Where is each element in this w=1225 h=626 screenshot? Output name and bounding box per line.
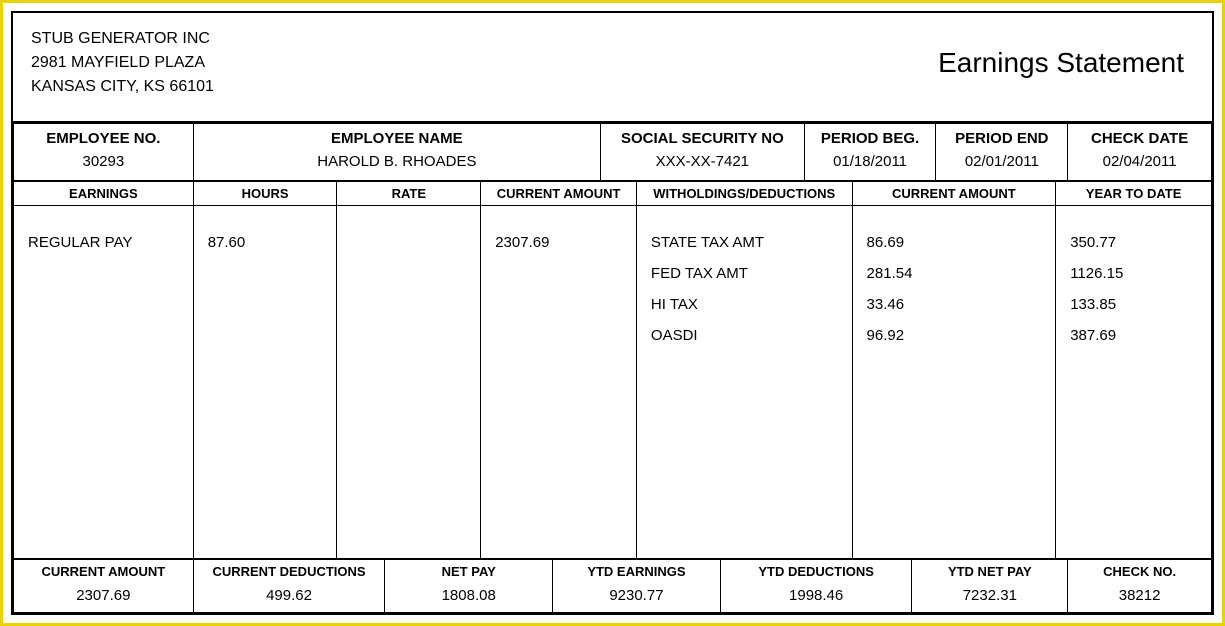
value-ssn: XXX-XX-7421 [601, 149, 804, 180]
label-period-end: PERIOD END [936, 124, 1067, 149]
cell-earnings-name: REGULAR PAY [14, 206, 194, 559]
company-city: KANSAS CITY, KS 66101 [31, 75, 938, 99]
employee-info-table: EMPLOYEE NO. EMPLOYEE NAME SOCIAL SECURI… [13, 123, 1212, 181]
value-cur-ded: 499.62 [194, 583, 385, 612]
label-ssn: SOCIAL SECURITY NO [601, 124, 804, 149]
totals-table: CURRENT AMOUNT CURRENT DEDUCTIONS NET PA… [13, 559, 1212, 613]
value-ytd-earn: 9230.77 [553, 583, 720, 612]
value-period-end: 02/01/2011 [936, 149, 1067, 180]
value-check-no: 38212 [1068, 583, 1211, 612]
value-net-pay: 1808.08 [385, 583, 552, 612]
deduction-name: HI TAX [651, 296, 842, 313]
deduction-current: 96.92 [867, 327, 1046, 344]
outer-frame: STUB GENERATOR INC 2981 MAYFIELD PLAZA K… [0, 0, 1225, 626]
label-ytd-earn: YTD EARNINGS [553, 560, 720, 583]
col-earnings: EARNINGS [14, 182, 194, 206]
deduction-name: FED TAX AMT [651, 265, 842, 282]
label-ytd-net: YTD NET PAY [912, 560, 1067, 583]
col-withholdings: WITHOLDINGS/DEDUCTIONS [636, 182, 852, 206]
value-ytd-net: 7232.31 [912, 583, 1067, 612]
col-ytd: YEAR TO DATE [1056, 182, 1212, 206]
label-net-pay: NET PAY [385, 560, 552, 583]
columns-header-table: EARNINGS HOURS RATE CURRENT AMOUNT WITHO… [13, 181, 1212, 206]
label-check-no: CHECK NO. [1068, 560, 1211, 583]
col-hours: HOURS [193, 182, 337, 206]
value-emp-no: 30293 [14, 149, 193, 180]
value-emp-name: HAROLD B. RHOADES [194, 149, 600, 180]
label-period-beg: PERIOD BEG. [805, 124, 936, 149]
deduction-ytd: 387.69 [1070, 327, 1201, 344]
cell-current: 2307.69 [481, 206, 637, 559]
deduction-current: 281.54 [867, 265, 1046, 282]
deduction-current: 86.69 [867, 234, 1046, 251]
cell-deduction-names: STATE TAX AMT FED TAX AMT HI TAX OASDI [636, 206, 852, 559]
deduction-current: 33.46 [867, 296, 1046, 313]
cell-hours: 87.60 [193, 206, 337, 559]
label-emp-name: EMPLOYEE NAME [194, 124, 600, 149]
label-cur-ded: CURRENT DEDUCTIONS [194, 560, 385, 583]
deduction-ytd: 350.77 [1070, 234, 1201, 251]
label-check-date: CHECK DATE [1068, 124, 1211, 149]
header: STUB GENERATOR INC 2981 MAYFIELD PLAZA K… [13, 13, 1212, 123]
value-period-beg: 01/18/2011 [805, 149, 936, 180]
col-current-amount: CURRENT AMOUNT [481, 182, 637, 206]
label-emp-no: EMPLOYEE NO. [14, 124, 193, 149]
cell-deduction-current: 86.69 281.54 33.46 96.92 [852, 206, 1056, 559]
pay-stub: STUB GENERATOR INC 2981 MAYFIELD PLAZA K… [11, 11, 1214, 615]
value-ytd-ded: 1998.46 [721, 583, 912, 612]
company-street: 2981 MAYFIELD PLAZA [31, 51, 938, 75]
col-rate: RATE [337, 182, 481, 206]
label-ytd-ded: YTD DEDUCTIONS [721, 560, 912, 583]
deduction-ytd: 1126.15 [1070, 265, 1201, 282]
cell-deduction-ytd: 350.77 1126.15 133.85 387.69 [1056, 206, 1212, 559]
body-table: REGULAR PAY 87.60 2307.69 STATE TAX AMT … [13, 206, 1212, 559]
document-title: Earnings Statement [938, 47, 1194, 79]
value-check-date: 02/04/2011 [1068, 149, 1211, 180]
value-cur-amt: 2307.69 [14, 583, 193, 612]
deduction-name: STATE TAX AMT [651, 234, 842, 251]
company-name: STUB GENERATOR INC [31, 27, 938, 51]
cell-rate [337, 206, 481, 559]
label-cur-amt: CURRENT AMOUNT [14, 560, 193, 583]
deduction-ytd: 133.85 [1070, 296, 1201, 313]
company-block: STUB GENERATOR INC 2981 MAYFIELD PLAZA K… [31, 27, 938, 99]
col-current-amount-2: CURRENT AMOUNT [852, 182, 1056, 206]
deduction-name: OASDI [651, 327, 842, 344]
